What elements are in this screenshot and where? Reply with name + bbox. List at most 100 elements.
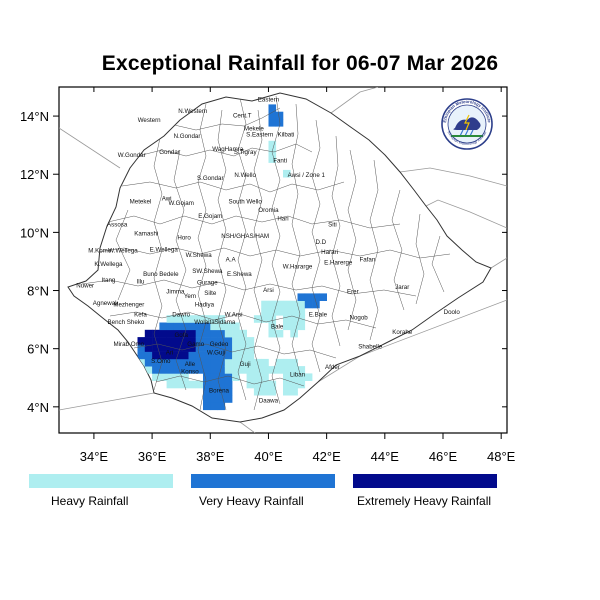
rain-cell	[181, 358, 189, 367]
rain-cell	[181, 337, 189, 345]
region-label: Fanti	[273, 158, 287, 165]
rain-cell	[144, 358, 153, 367]
rain-cell	[283, 358, 291, 367]
region-label: Alle	[185, 361, 196, 368]
rain-cell	[210, 373, 218, 381]
rain-cell	[181, 351, 189, 360]
rain-cell	[217, 380, 226, 389]
rain-cell	[253, 315, 262, 323]
region-label: Fafan	[359, 256, 375, 263]
rain-cell	[312, 300, 320, 309]
rain-cell	[188, 351, 197, 360]
region-label: Korahe	[392, 329, 413, 336]
rain-cell	[217, 351, 226, 360]
legend-very-heavy: Very Heavy Rainfall	[191, 474, 335, 508]
region-label: Hadiya	[195, 302, 215, 309]
x-tick-label: 42°E	[312, 449, 341, 464]
rain-cell	[290, 329, 298, 338]
rain-cell	[144, 366, 153, 374]
region-label: W.Hararge	[283, 264, 313, 271]
rain-cell	[210, 387, 218, 396]
rain-cell	[203, 366, 211, 374]
region-label: W.Guji	[207, 349, 225, 356]
rain-cell	[253, 358, 262, 367]
rain-cell	[268, 380, 277, 389]
region-label: Gondar	[159, 149, 180, 156]
region-label: Borena	[209, 387, 230, 394]
rain-cell	[261, 387, 269, 396]
rain-cell	[159, 358, 167, 367]
region-label: Gofa	[174, 332, 188, 339]
rain-cell	[290, 315, 298, 323]
rain-cell	[166, 351, 175, 360]
rain-cell	[152, 358, 160, 367]
region-label: Jarar	[395, 284, 409, 291]
region-label: Illu	[136, 278, 144, 285]
x-tick-label: 34°E	[80, 449, 109, 464]
rain-cell	[195, 358, 204, 367]
rain-cell	[246, 358, 255, 367]
rain-cell	[159, 329, 167, 338]
rain-cell	[210, 344, 218, 352]
rain-cell	[137, 351, 146, 360]
rain-cell	[283, 300, 291, 309]
rain-cell	[188, 358, 197, 367]
rain-cell	[232, 366, 240, 374]
region-label: Gedeo	[210, 341, 229, 348]
rain-cell	[232, 373, 240, 381]
y-tick-label: 12°N	[20, 167, 49, 182]
rain-cell	[217, 344, 226, 352]
rain-cell	[253, 387, 262, 396]
rain-cell	[203, 402, 211, 411]
rain-cell	[275, 119, 284, 127]
rain-cell	[224, 337, 233, 345]
rain-cell	[181, 380, 189, 389]
rain-cell	[195, 322, 204, 331]
region-label: Metekel	[130, 198, 152, 205]
rain-cell	[166, 329, 175, 338]
region-label: Kilbati	[277, 131, 294, 138]
rain-cell	[217, 329, 226, 338]
rain-cell	[297, 308, 306, 316]
region-label: Guji	[240, 361, 251, 368]
region-label: E.Gojam	[198, 213, 222, 220]
rain-cell	[275, 358, 284, 367]
region-label: Kefa	[134, 312, 147, 319]
legend-label-very-heavy: Very Heavy Rainfall	[199, 494, 304, 508]
rain-cell	[224, 387, 233, 396]
rain-cell	[268, 366, 277, 374]
rain-cell	[159, 344, 167, 352]
rain-cell	[217, 373, 226, 381]
rain-cell	[253, 380, 262, 389]
x-tick-label: 40°E	[254, 449, 283, 464]
axis-labels: 34°E 36°E 38°E 40°E 42°E 44°E 46°E 48°E 14°N 12°N…	[20, 109, 516, 464]
rain-cell	[304, 373, 313, 381]
region-label: K.Wellega	[94, 261, 123, 268]
rain-cell	[232, 344, 240, 352]
rain-cell	[224, 322, 233, 331]
rain-cell	[224, 373, 233, 381]
rain-cell	[224, 366, 233, 374]
rain-cell	[283, 169, 291, 178]
rain-cell	[173, 329, 182, 338]
rain-cell	[246, 351, 255, 360]
rain-cell	[246, 373, 255, 381]
rain-cell	[232, 329, 240, 338]
region-label: M.Komo	[88, 248, 112, 255]
region-label: E.Harerge	[324, 259, 353, 266]
region-label: Mekele	[244, 126, 265, 133]
rain-cell	[188, 344, 197, 352]
legend-label-heavy: Heavy Rainfall	[51, 494, 129, 508]
rain-cell	[224, 358, 233, 367]
region-label: Western	[138, 117, 161, 124]
rain-cell	[290, 322, 298, 331]
rain-cell	[203, 329, 211, 338]
rain-cell	[210, 315, 218, 323]
rain-cell	[297, 380, 306, 389]
zone-boundaries	[81, 95, 451, 411]
rain-cell	[195, 315, 204, 323]
rain-cell	[210, 358, 218, 367]
region-label: Jimma	[166, 288, 185, 295]
rain-cell	[232, 358, 240, 367]
region-label: Konso	[181, 368, 199, 375]
